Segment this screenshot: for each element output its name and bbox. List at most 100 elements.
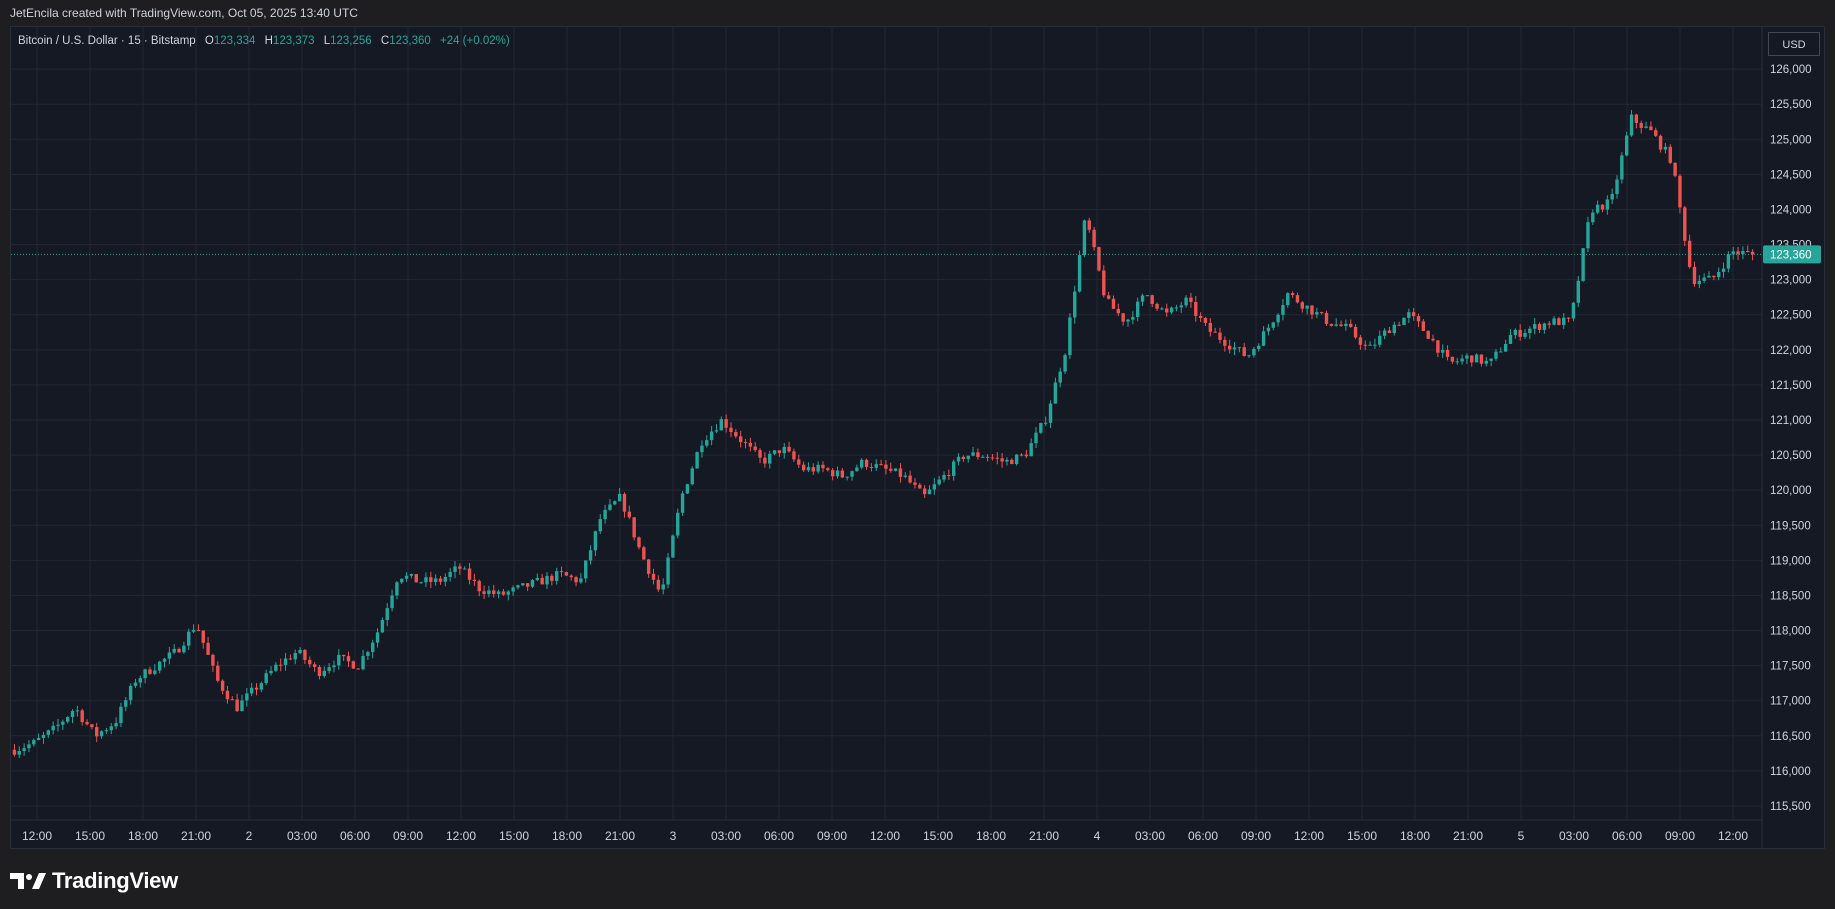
y-tick-label: 122,000 <box>1770 345 1812 357</box>
open-label: O <box>204 35 214 47</box>
candle-body <box>1063 355 1067 372</box>
candle-body <box>516 585 520 588</box>
candle-body <box>1552 318 1556 325</box>
candle-body <box>1344 323 1348 327</box>
candle-body <box>249 687 254 694</box>
candle-body <box>492 590 496 594</box>
candle-body <box>264 673 268 684</box>
currency-button[interactable]: USD <box>1768 32 1820 56</box>
candle-body <box>976 452 980 457</box>
candle-body <box>1697 280 1702 285</box>
candle-body <box>1431 338 1435 341</box>
candle-body <box>1499 351 1503 353</box>
candle-body <box>806 467 811 471</box>
candle-body <box>1625 135 1629 156</box>
candle-body <box>1218 332 1222 340</box>
x-tick-label: 18:00 <box>1400 829 1430 843</box>
candle-body <box>157 661 162 671</box>
y-tick-label: 116,000 <box>1770 766 1811 778</box>
candle-body <box>308 659 312 665</box>
candle-body <box>220 680 225 691</box>
candle-body <box>1111 298 1116 309</box>
y-tick-label: 115,500 <box>1770 801 1811 813</box>
candle-body <box>1479 354 1484 364</box>
candle-body <box>458 566 462 569</box>
candle-body <box>1010 459 1014 465</box>
candle-body <box>700 445 704 453</box>
x-tick-label: 09:00 <box>817 829 847 843</box>
candle-body <box>1421 321 1426 331</box>
candle-body <box>874 464 878 468</box>
candle-body <box>1247 355 1251 357</box>
candle-body <box>119 706 123 724</box>
candle-body <box>1126 319 1130 322</box>
candle-body <box>1174 307 1179 309</box>
attribution-text: JetEncila created with TradingView.com, … <box>10 6 358 20</box>
candle-body <box>51 725 55 731</box>
candle-body <box>801 464 806 471</box>
candle-body <box>574 577 578 583</box>
candle-body <box>617 493 622 502</box>
candle-body <box>1213 331 1217 333</box>
candle-body <box>695 452 699 469</box>
x-tick-label: 3 <box>670 829 677 843</box>
candle-body <box>36 737 41 740</box>
candle-body <box>971 452 975 456</box>
candle-body <box>138 678 142 683</box>
candle-body <box>148 669 152 674</box>
candle-body <box>1702 277 1706 281</box>
candle-body <box>1184 297 1188 306</box>
x-tick-label: 21:00 <box>605 829 635 843</box>
candle-body <box>705 440 709 446</box>
candle-body <box>1029 443 1033 457</box>
candle-body <box>293 653 297 660</box>
candle-body <box>99 731 104 737</box>
candle-body <box>182 645 186 653</box>
candle-body <box>995 457 999 459</box>
candle-body <box>167 652 172 659</box>
y-tick-label: 119,000 <box>1770 555 1811 567</box>
candle-body <box>1092 229 1096 248</box>
candle-body <box>1605 199 1610 210</box>
close-label: C <box>380 35 390 47</box>
candle-body <box>216 665 220 681</box>
candle-body <box>835 470 840 477</box>
candle-body <box>341 654 346 657</box>
x-tick-label: 06:00 <box>764 829 794 843</box>
y-tick-label: 120,500 <box>1770 450 1812 462</box>
candle-body <box>680 493 685 513</box>
candle-body <box>443 576 448 582</box>
candle-body <box>709 431 714 441</box>
candle-body <box>908 475 912 483</box>
candle-body <box>1673 162 1677 176</box>
candle-body <box>811 467 815 472</box>
candle-body <box>1746 250 1750 252</box>
candle-body <box>889 468 893 471</box>
candle-body <box>1266 327 1271 332</box>
candle-body <box>927 489 932 495</box>
candle-body <box>1305 305 1309 309</box>
y-tick-label: 121,000 <box>1770 415 1812 427</box>
candle-body <box>1736 251 1740 255</box>
symbol-title[interactable]: Bitcoin / U.S. Dollar · 15 · Bitstamp <box>18 35 196 47</box>
candle-body <box>80 710 84 722</box>
x-tick-label: 2 <box>246 829 253 843</box>
candle-body <box>259 683 264 690</box>
candle-body <box>1135 301 1140 317</box>
candle-body <box>1068 317 1072 356</box>
y-tick-label: 118,500 <box>1770 590 1811 602</box>
y-tick-label: 125,500 <box>1770 99 1812 111</box>
x-tick-label: 12:00 <box>446 829 476 843</box>
candle-body <box>845 476 849 478</box>
tradingview-brand[interactable]: TradingView <box>10 866 178 896</box>
candle-body <box>1315 312 1319 315</box>
x-tick-label: 18:00 <box>552 829 582 843</box>
candle-body <box>1242 347 1246 357</box>
candle-body <box>1281 305 1285 315</box>
candle-body <box>1397 324 1401 326</box>
chart-pane[interactable] <box>10 26 1825 849</box>
candle-body <box>1257 345 1261 349</box>
candle-body <box>1000 458 1004 462</box>
candle-body <box>545 575 549 585</box>
